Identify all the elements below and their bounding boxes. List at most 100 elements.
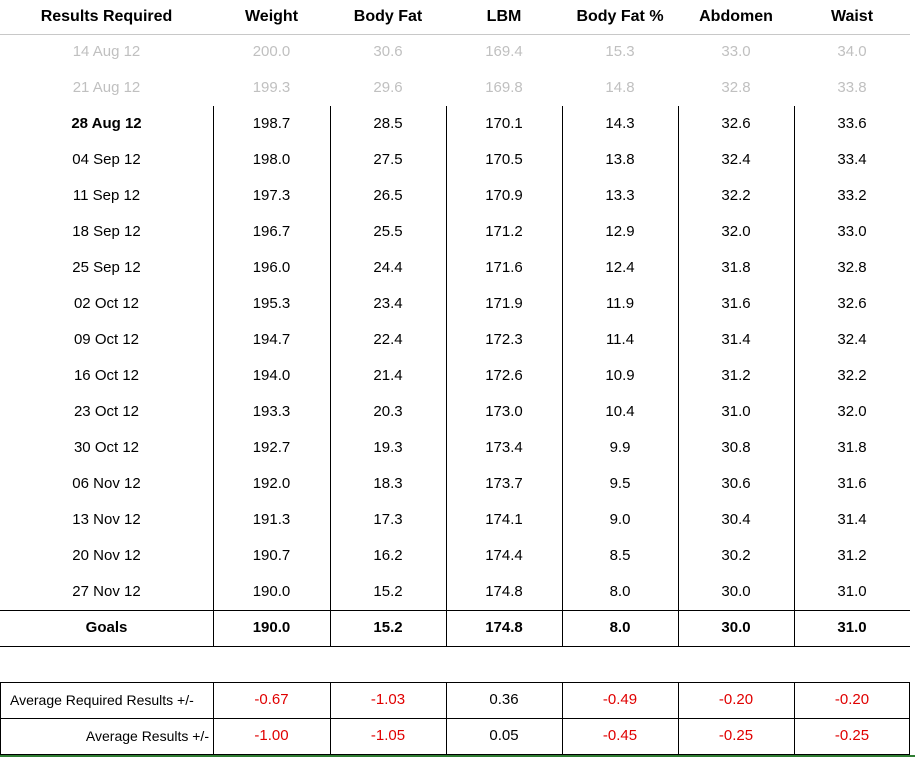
table-row[interactable]: 14 Aug 12 200.0 30.6 169.4 15.3 33.0 34.0 bbox=[0, 34, 910, 70]
cell-weight[interactable]: 192.7 bbox=[252, 439, 291, 456]
cell-bfpct[interactable]: 13.8 bbox=[605, 151, 635, 168]
summary-value[interactable]: -1.00 bbox=[254, 727, 289, 744]
summary-value[interactable]: -1.05 bbox=[370, 727, 406, 744]
cell-bfpct[interactable]: 12.4 bbox=[605, 259, 635, 276]
cell-bodyfat[interactable]: 24.4 bbox=[373, 259, 403, 276]
cell-waist[interactable]: 32.6 bbox=[837, 295, 867, 312]
row-date[interactable]: 21 Aug 12 bbox=[72, 79, 141, 96]
cell-lbm[interactable]: 170.9 bbox=[485, 187, 523, 204]
cell-waist[interactable]: 31.0 bbox=[837, 583, 867, 600]
cell-bodyfat[interactable]: 18.3 bbox=[373, 475, 403, 492]
cell-weight[interactable]: 197.3 bbox=[252, 187, 291, 204]
cell-lbm[interactable]: 169.8 bbox=[485, 79, 523, 96]
summary-value[interactable]: -0.20 bbox=[718, 691, 754, 708]
cell-lbm[interactable]: 171.9 bbox=[485, 295, 523, 312]
cell-abdomen[interactable]: 32.6 bbox=[721, 115, 751, 132]
summary-value[interactable]: 0.36 bbox=[489, 691, 519, 708]
row-date[interactable]: 11 Sep 12 bbox=[72, 187, 141, 204]
row-date[interactable]: 30 Oct 12 bbox=[73, 439, 140, 456]
summary-value[interactable]: -0.20 bbox=[834, 691, 870, 708]
goal-weight[interactable]: 190.0 bbox=[252, 619, 291, 636]
cell-lbm[interactable]: 174.8 bbox=[485, 583, 523, 600]
goals-label[interactable]: Goals bbox=[85, 619, 128, 636]
cell-weight[interactable]: 193.3 bbox=[252, 403, 291, 420]
cell-waist[interactable]: 32.4 bbox=[837, 331, 867, 348]
header-abdomen[interactable]: Abdomen bbox=[699, 8, 773, 25]
summary-value[interactable]: -0.25 bbox=[718, 727, 754, 744]
cell-bfpct[interactable]: 10.4 bbox=[605, 403, 635, 420]
cell-weight[interactable]: 191.3 bbox=[252, 511, 291, 528]
row-date[interactable]: 14 Aug 12 bbox=[72, 43, 141, 60]
cell-bfpct[interactable]: 14.8 bbox=[605, 79, 635, 96]
cell-weight[interactable]: 194.0 bbox=[252, 367, 291, 384]
cell-bfpct[interactable]: 15.3 bbox=[605, 43, 635, 60]
summary-value[interactable]: 0.05 bbox=[489, 727, 519, 744]
cell-lbm[interactable]: 171.2 bbox=[485, 223, 523, 240]
cell-bfpct[interactable]: 13.3 bbox=[605, 187, 635, 204]
cell-bfpct[interactable]: 14.3 bbox=[605, 115, 635, 132]
cell-bfpct[interactable]: 8.5 bbox=[609, 547, 631, 564]
cell-bodyfat[interactable]: 22.4 bbox=[373, 331, 403, 348]
cell-weight[interactable]: 190.0 bbox=[252, 583, 291, 600]
header-lbm[interactable]: LBM bbox=[486, 8, 522, 25]
cell-abdomen[interactable]: 31.2 bbox=[721, 367, 751, 384]
cell-weight[interactable]: 196.0 bbox=[252, 259, 291, 276]
row-date[interactable]: 20 Nov 12 bbox=[72, 547, 141, 564]
cell-abdomen[interactable]: 31.0 bbox=[721, 403, 751, 420]
cell-bodyfat[interactable]: 26.5 bbox=[373, 187, 403, 204]
cell-waist[interactable]: 33.0 bbox=[837, 223, 867, 240]
cell-bodyfat[interactable]: 21.4 bbox=[373, 367, 403, 384]
row-date[interactable]: 04 Sep 12 bbox=[72, 151, 141, 168]
cell-lbm[interactable]: 170.1 bbox=[485, 115, 523, 132]
row-date[interactable]: 13 Nov 12 bbox=[72, 511, 141, 528]
cell-bodyfat[interactable]: 17.3 bbox=[373, 511, 403, 528]
cell-lbm[interactable]: 174.1 bbox=[485, 511, 523, 528]
cell-waist[interactable]: 31.4 bbox=[837, 511, 867, 528]
cell-bfpct[interactable]: 9.9 bbox=[609, 439, 631, 456]
cell-bfpct[interactable]: 11.9 bbox=[605, 295, 635, 312]
cell-lbm[interactable]: 170.5 bbox=[485, 151, 523, 168]
table-row[interactable]: 13 Nov 12 191.3 17.3 174.1 9.0 30.4 31.4 bbox=[0, 502, 910, 538]
cell-abdomen[interactable]: 30.2 bbox=[721, 547, 751, 564]
cell-abdomen[interactable]: 31.6 bbox=[721, 295, 751, 312]
cell-bodyfat[interactable]: 20.3 bbox=[373, 403, 403, 420]
cell-waist[interactable]: 32.0 bbox=[837, 403, 867, 420]
cell-weight[interactable]: 196.7 bbox=[252, 223, 291, 240]
cell-weight[interactable]: 190.7 bbox=[252, 547, 291, 564]
cell-abdomen[interactable]: 33.0 bbox=[721, 43, 751, 60]
cell-bfpct[interactable]: 11.4 bbox=[605, 331, 635, 348]
table-row[interactable]: 04 Sep 12 198.0 27.5 170.5 13.8 32.4 33.4 bbox=[0, 142, 910, 178]
table-row[interactable]: 30 Oct 12 192.7 19.3 173.4 9.9 30.8 31.8 bbox=[0, 430, 910, 466]
table-row[interactable]: 25 Sep 12 196.0 24.4 171.6 12.4 31.8 32.8 bbox=[0, 250, 910, 286]
cell-abdomen[interactable]: 32.0 bbox=[721, 223, 751, 240]
cell-bodyfat[interactable]: 28.5 bbox=[373, 115, 403, 132]
cell-waist[interactable]: 31.6 bbox=[837, 475, 867, 492]
goal-bfpct[interactable]: 8.0 bbox=[609, 619, 631, 636]
header-results-required[interactable]: Results Required bbox=[40, 8, 173, 25]
summary-value[interactable]: -0.25 bbox=[834, 727, 870, 744]
row-date[interactable]: 27 Nov 12 bbox=[72, 583, 141, 600]
cell-lbm[interactable]: 169.4 bbox=[485, 43, 523, 60]
table-row[interactable]: 06 Nov 12 192.0 18.3 173.7 9.5 30.6 31.6 bbox=[0, 466, 910, 502]
cell-abdomen[interactable]: 32.2 bbox=[721, 187, 751, 204]
cell-bodyfat[interactable]: 23.4 bbox=[373, 295, 403, 312]
summary-label[interactable]: Average Required Results +/- bbox=[10, 692, 194, 708]
cell-abdomen[interactable]: 32.8 bbox=[721, 79, 751, 96]
summary-label[interactable]: Average Results +/- bbox=[85, 728, 209, 744]
cell-weight[interactable]: 195.3 bbox=[252, 295, 291, 312]
cell-lbm[interactable]: 173.0 bbox=[485, 403, 523, 420]
cell-bfpct[interactable]: 9.0 bbox=[609, 511, 631, 528]
cell-bodyfat[interactable]: 29.6 bbox=[373, 79, 403, 96]
cell-bfpct[interactable]: 8.0 bbox=[609, 583, 631, 600]
table-row[interactable]: 21 Aug 12 199.3 29.6 169.8 14.8 32.8 33.8 bbox=[0, 70, 910, 106]
table-row[interactable]: 09 Oct 12 194.7 22.4 172.3 11.4 31.4 32.4 bbox=[0, 322, 910, 358]
cell-abdomen[interactable]: 30.0 bbox=[721, 583, 751, 600]
cell-waist[interactable]: 32.8 bbox=[837, 259, 867, 276]
cell-waist[interactable]: 33.2 bbox=[837, 187, 867, 204]
cell-bodyfat[interactable]: 16.2 bbox=[373, 547, 403, 564]
cell-waist[interactable]: 33.8 bbox=[837, 79, 867, 96]
cell-weight[interactable]: 198.0 bbox=[252, 151, 291, 168]
row-date[interactable]: 25 Sep 12 bbox=[72, 259, 141, 276]
header-weight[interactable]: Weight bbox=[244, 8, 299, 25]
table-row[interactable]: 02 Oct 12 195.3 23.4 171.9 11.9 31.6 32.6 bbox=[0, 286, 910, 322]
